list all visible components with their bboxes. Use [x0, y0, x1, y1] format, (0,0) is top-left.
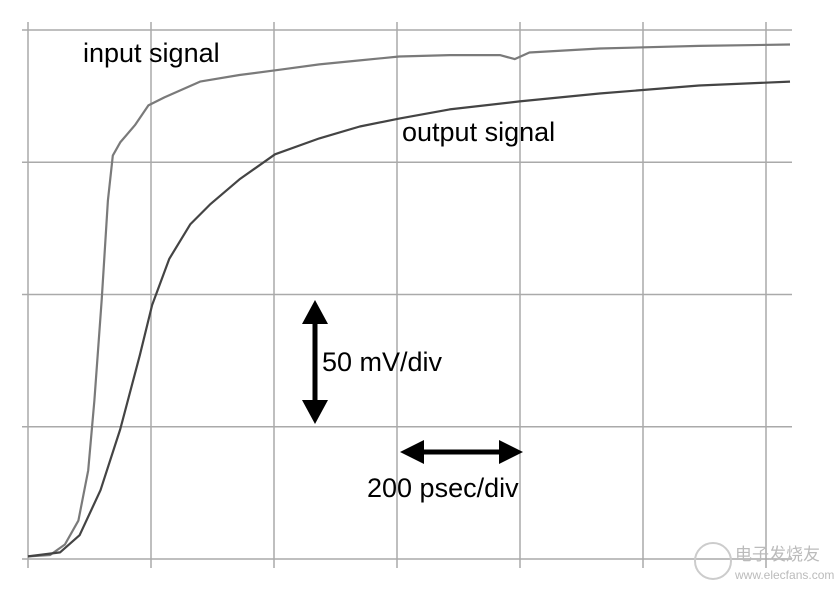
annotation: output signal — [402, 117, 555, 147]
annotation: 200 psec/div — [367, 473, 519, 503]
watermark-logo — [694, 542, 732, 580]
watermark: 电子发烧友 — [735, 545, 820, 564]
vertical-arrow — [302, 300, 328, 424]
annotation: input signal — [83, 38, 220, 68]
horizontal-arrow — [400, 440, 523, 464]
watermark: www.elecfans.com — [734, 568, 834, 582]
annotation: 50 mV/div — [322, 347, 443, 377]
grid — [22, 22, 792, 568]
series-line — [27, 80, 791, 558]
plot — [27, 43, 791, 558]
series-line — [27, 43, 791, 558]
